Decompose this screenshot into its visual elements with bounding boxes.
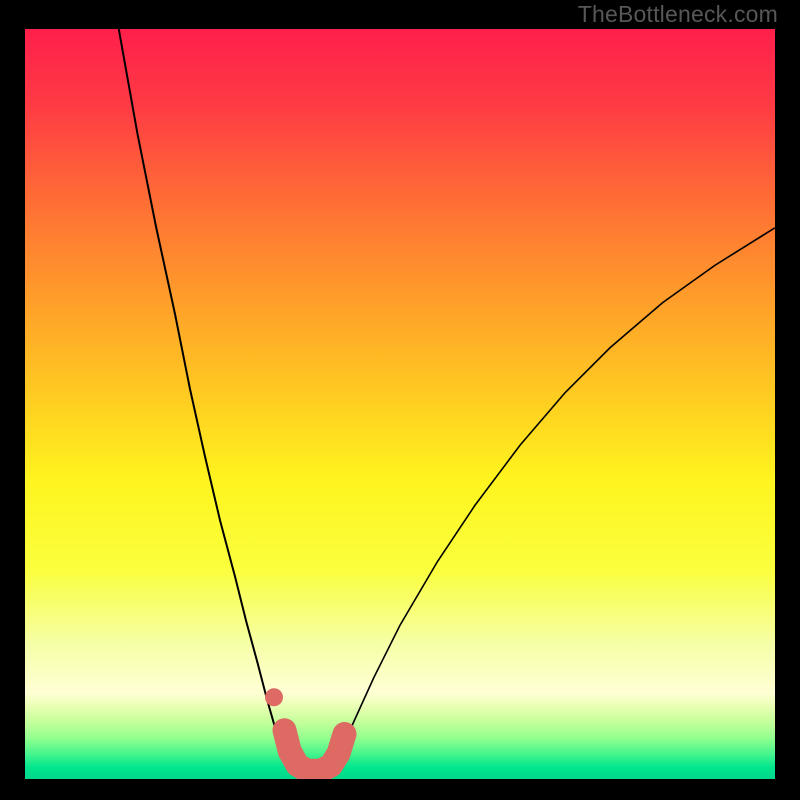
plot-background [25, 29, 775, 779]
watermark-text: TheBottleneck.com [578, 1, 778, 28]
plot-svg [25, 29, 775, 779]
plot-area [25, 29, 775, 779]
marker-dot [265, 688, 283, 706]
